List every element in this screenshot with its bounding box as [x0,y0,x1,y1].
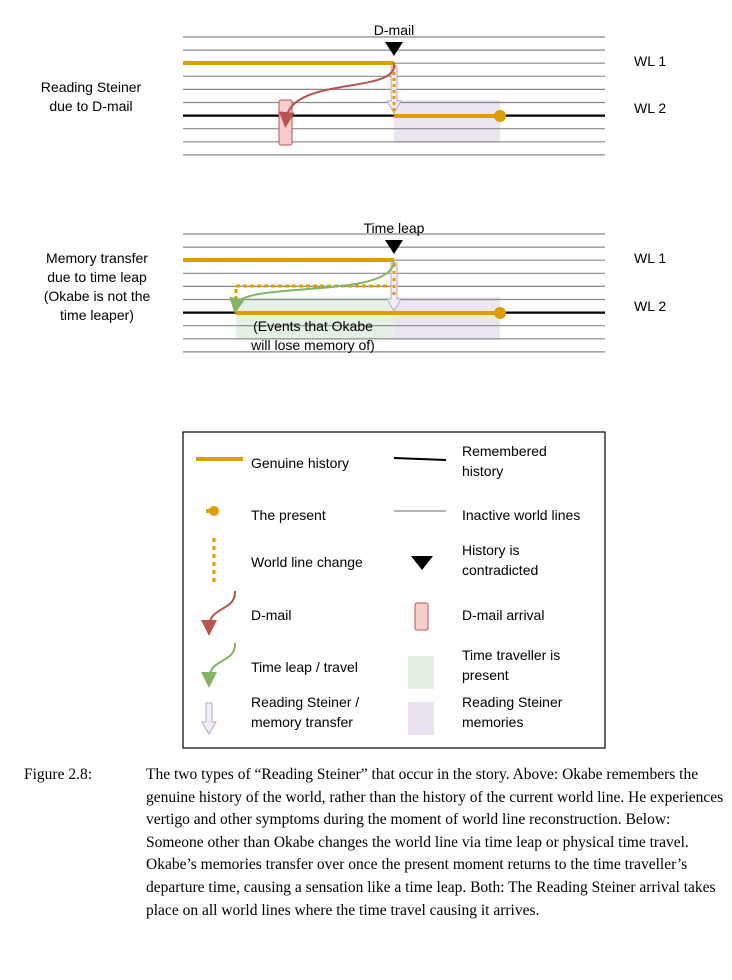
legend-label: Inactive world lines [462,507,580,523]
legend-label: contradicted [462,562,538,578]
wl2-label: WL 2 [634,298,666,314]
present-dot-icon [209,506,219,516]
side-label: due to D-mail [49,98,132,114]
reading-steiner-arrow-icon [201,702,217,735]
present-dot [494,307,506,319]
wl1-label: WL 1 [634,53,666,69]
d-mail-arrow [278,62,396,128]
diagram: D-mail Reading Steiner due to D-mail WL 1 WL… [41,22,667,749]
legend-label: History is [462,542,520,558]
top-diagram: D-mail Reading Steiner due to D-mail WL 1 WL… [41,22,666,156]
legend-label: Genuine history [251,455,349,471]
side-label: Reading Steiner [41,79,142,95]
present-dot [494,110,506,122]
history-contradicted-icon [411,556,433,570]
reading-steiner-arrow-icon [386,65,402,114]
time-leap-icon [201,642,237,688]
events-note: will lose memory of) [250,337,375,353]
d-mail-arrival-icon [414,602,429,631]
side-label: due to time leap [47,269,147,285]
time-leap-arrow [229,261,395,314]
event-label: Time leap [364,220,425,236]
side-label: time leaper) [60,307,134,323]
legend: Genuine history Remembered history The pres… [182,431,606,749]
d-mail-icon [201,590,237,636]
time-traveller-present-icon [408,656,434,689]
bottom-diagram: Time leap Memory transfer due to time leap… [44,220,667,353]
side-label: Memory transfer [46,250,148,266]
remembered-history-icon [393,457,447,461]
history-contradicted-icon [385,240,403,254]
wl1-label: WL 1 [634,250,666,266]
wl2-label: WL 2 [634,100,666,116]
legend-label: present [462,667,509,683]
legend-label: Reading Steiner [462,694,563,710]
legend-label: memory transfer [251,714,353,730]
legend-label: D-mail arrival [462,607,544,623]
legend-label: Remembered [462,443,547,459]
history-contradicted-icon [385,42,403,56]
reading-steiner-memories-area [394,100,500,143]
legend-label: history [462,463,503,479]
events-note: (Events that Okabe [253,318,373,334]
event-label: D-mail [374,22,414,38]
d-mail-arrival-box [278,99,293,146]
legend-label: memories [462,714,523,730]
side-label: (Okabe is not the [44,288,151,304]
legend-label: Time traveller is [462,647,560,663]
legend-label: Time leap / travel [251,659,358,675]
caption-text: The two types of “Reading Steiner” that … [146,766,724,919]
legend-label: World line change [251,554,363,570]
caption-label: Figure 2.8: [24,766,93,783]
legend-label: Reading Steiner / [251,694,359,710]
reading-steiner-memories-icon [408,702,434,735]
legend-label: D-mail [251,607,291,623]
figure-caption: Figure 2.8: The two types of “Reading St… [24,764,724,922]
reading-steiner-memories-area [394,297,500,340]
legend-box [182,431,606,749]
legend-label: The present [251,507,326,523]
time-traveller-present-area [236,297,394,340]
